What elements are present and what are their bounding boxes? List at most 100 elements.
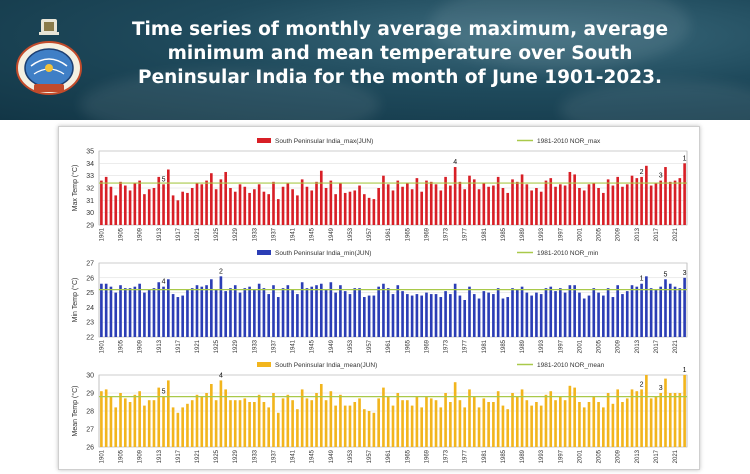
x-tick-label: 1901	[99, 227, 105, 241]
x-tick-label: 1941	[291, 449, 297, 463]
x-tick-label: 1985	[501, 449, 507, 463]
bar-1963	[396, 393, 400, 447]
bar-1954	[353, 190, 357, 225]
bar-1967	[415, 294, 419, 337]
x-tick-label: 1929	[233, 227, 239, 241]
x-tick-label: 2017	[654, 339, 660, 353]
header-banner: Time series of monthly average maximum, …	[0, 0, 750, 120]
bar-1956	[363, 409, 366, 447]
bar-1953	[348, 191, 352, 225]
bar-1913	[157, 282, 161, 337]
x-tick-label: 1909	[138, 227, 144, 241]
bar-2017	[654, 183, 658, 225]
bar-1994	[544, 288, 548, 337]
bar-1948	[324, 400, 328, 447]
x-tick-label: 2013	[635, 227, 641, 241]
bar-2015	[645, 165, 648, 225]
bar-1943	[300, 179, 304, 225]
bar-1955	[358, 185, 361, 225]
bar-2020	[668, 181, 672, 225]
x-tick-label: 1997	[558, 339, 564, 353]
y-tick-label: 35	[86, 149, 94, 156]
x-tick-label: 2017	[654, 227, 660, 241]
x-tick-label: 2009	[616, 339, 622, 353]
bar-1971	[434, 294, 438, 337]
bar-1964	[401, 186, 404, 225]
bar-1934	[257, 394, 261, 447]
bar-1970	[429, 398, 433, 447]
bar-2004	[592, 288, 596, 337]
bar-1944	[305, 288, 309, 337]
bar-1975	[453, 382, 457, 447]
bar-1985	[501, 298, 505, 337]
bar-1927	[224, 291, 227, 337]
bar-1919	[186, 289, 189, 337]
bar-1912	[152, 400, 156, 447]
bar-1942	[296, 409, 299, 447]
bar-1995	[549, 178, 553, 225]
bar-1944	[305, 398, 309, 447]
bar-1984	[496, 176, 500, 225]
bar-1963	[396, 285, 400, 337]
bar-1989	[520, 286, 524, 337]
bar-1939	[281, 186, 285, 225]
bar-2009	[616, 285, 619, 337]
bar-2007	[606, 393, 610, 447]
bar-1948	[324, 188, 328, 225]
bar-2021	[673, 180, 677, 225]
bar-1948	[324, 289, 328, 337]
bar-1937	[272, 181, 275, 225]
bar-1996	[554, 400, 557, 447]
x-tick-label: 1989	[520, 227, 526, 241]
y-tick-label: 27	[86, 261, 94, 268]
x-tick-label: 1949	[329, 227, 335, 241]
bar-1997	[559, 184, 562, 225]
x-tick-label: 1929	[233, 449, 239, 463]
bar-2002	[582, 407, 586, 447]
x-tick-label: 1917	[176, 449, 182, 463]
y-tick-label: 25	[86, 290, 94, 297]
bar-1937	[272, 285, 275, 337]
bar-1935	[262, 191, 266, 225]
x-tick-label: 1993	[539, 227, 545, 241]
rank-label: 1	[683, 367, 687, 374]
bar-1928	[229, 400, 232, 447]
x-tick-label: 1965	[405, 227, 411, 241]
bar-1985	[501, 188, 505, 225]
bar-1916	[171, 195, 175, 225]
bar-1951	[339, 285, 342, 337]
x-tick-label: 1969	[424, 339, 430, 353]
bar-1992	[535, 402, 538, 447]
y-tick-label: 33	[86, 173, 94, 180]
bar-2016	[649, 398, 653, 447]
x-tick-label: 1953	[348, 227, 354, 241]
bar-1909	[138, 283, 141, 337]
bar-1926	[219, 276, 223, 337]
bar-2002	[582, 298, 586, 337]
bar-2013	[635, 178, 639, 225]
bar-1998	[563, 292, 567, 337]
bar-1922	[200, 184, 204, 225]
imd-emblem-icon	[16, 19, 82, 95]
x-tick-label: 1993	[539, 339, 545, 353]
bar-2010	[621, 186, 624, 225]
bar-2013	[635, 286, 639, 337]
bar-1904	[114, 407, 118, 447]
bar-2014	[640, 283, 643, 337]
x-tick-label: 1989	[520, 339, 526, 353]
bar-1934	[257, 283, 261, 337]
rank-label: 2	[640, 381, 644, 388]
bar-1996	[554, 186, 557, 225]
bar-1930	[238, 292, 242, 337]
bar-1958	[372, 295, 376, 337]
bar-1921	[195, 394, 199, 447]
bar-1938	[276, 297, 280, 337]
x-tick-label: 2005	[597, 449, 603, 463]
bar-1944	[305, 186, 309, 225]
bar-1956	[363, 194, 366, 225]
bar-1974	[449, 402, 452, 447]
bar-1979	[472, 396, 476, 447]
legend-entry-series: South Peninsular India_max(JUN)	[275, 138, 373, 145]
bar-1924	[210, 173, 213, 225]
bar-1980	[477, 298, 481, 337]
